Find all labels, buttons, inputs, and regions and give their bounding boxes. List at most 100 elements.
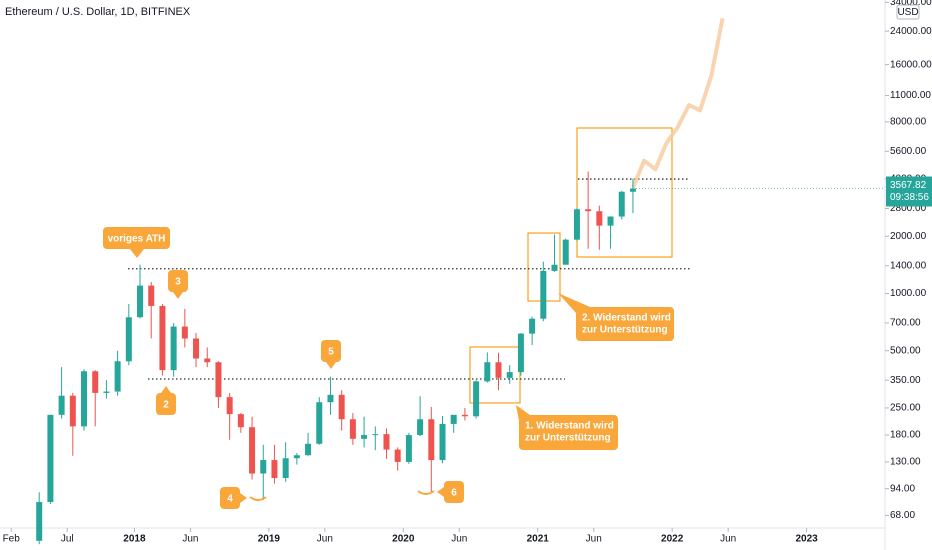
candle-body xyxy=(81,371,88,427)
candle-body xyxy=(495,362,502,378)
price-tag-countdown: 09:38:56 xyxy=(890,192,929,203)
y-tick-label: 500.00 xyxy=(890,345,921,356)
box xyxy=(469,346,521,404)
callout-pointer xyxy=(161,386,171,393)
candle-body xyxy=(573,209,580,240)
x-tick-label: Jun xyxy=(720,534,736,545)
callout-text: 6 xyxy=(451,488,457,499)
candle-body xyxy=(461,414,468,417)
candle-body xyxy=(529,318,536,334)
callout: 2 xyxy=(156,386,176,415)
candle-body xyxy=(148,285,155,306)
y-tick-label: 5600.00 xyxy=(890,146,927,157)
candle-body xyxy=(103,391,110,393)
candle-body xyxy=(562,239,569,265)
candle-body xyxy=(193,338,200,359)
y-tick-label: 700.00 xyxy=(890,318,921,329)
bottom-mark xyxy=(417,490,435,495)
candle-body xyxy=(383,434,390,450)
x-tick-label: 2018 xyxy=(123,534,146,545)
candle-body xyxy=(69,395,76,427)
candle-body xyxy=(405,435,412,462)
candle-body xyxy=(327,394,334,403)
y-tick-label: 1000.00 xyxy=(890,288,927,299)
callout-text: 4 xyxy=(227,494,233,505)
x-tick-label: 2021 xyxy=(527,534,550,545)
candle-body xyxy=(125,317,132,362)
y-tick-label: 24000.00 xyxy=(890,26,932,37)
candle-body xyxy=(114,361,121,392)
callout-pointer xyxy=(130,249,144,258)
x-tick-label: 2023 xyxy=(795,534,818,545)
y-tick-label: 130.00 xyxy=(890,457,921,468)
candle-body xyxy=(170,326,177,371)
candle-body xyxy=(517,333,524,373)
candle-body xyxy=(137,285,144,318)
y-tick-label: 350.00 xyxy=(890,375,921,386)
currency-label: USD xyxy=(897,7,918,18)
x-tick-label: Jun xyxy=(182,534,198,545)
callout-box xyxy=(519,415,618,450)
y-tick-label: 8000.00 xyxy=(890,116,927,127)
callout: 3 xyxy=(168,270,188,299)
candle-body xyxy=(237,414,244,428)
callout-text: voriges ATH xyxy=(108,234,166,245)
candle-body xyxy=(215,362,222,398)
y-tick-label: 94.00 xyxy=(890,483,915,494)
candle-body xyxy=(92,371,99,393)
callout-box xyxy=(576,307,674,341)
candle-body xyxy=(159,305,166,371)
candle-body xyxy=(349,419,356,439)
y-tick-label: 180.00 xyxy=(890,430,921,441)
candle-body xyxy=(585,209,592,212)
x-tick-label: Jun xyxy=(451,534,467,545)
candle-body xyxy=(282,458,289,479)
callout: voriges ATH xyxy=(103,227,170,258)
candle-body xyxy=(226,397,233,415)
x-tick-label: Jun xyxy=(317,534,333,545)
candle-body xyxy=(204,358,211,363)
callout: 4 xyxy=(220,487,247,509)
price-tag xyxy=(886,176,932,207)
currency-box xyxy=(896,4,920,20)
candle-body xyxy=(58,395,65,415)
y-tick-label: 2800.00 xyxy=(890,203,927,214)
candle-body xyxy=(271,460,278,479)
candle-body xyxy=(305,443,312,456)
callout-text: 1. Widerstand wird xyxy=(525,421,614,432)
candle-body xyxy=(417,419,424,436)
callout-pointer xyxy=(240,493,247,503)
candle-body xyxy=(316,402,323,444)
callout-box xyxy=(156,393,176,415)
callout-pointer xyxy=(437,487,444,497)
y-tick-label: 34000.00 xyxy=(890,0,932,8)
candle-body xyxy=(506,372,513,378)
x-tick-label: Feb xyxy=(3,534,21,545)
callout-pointer xyxy=(173,292,183,299)
candle-body xyxy=(540,270,547,319)
callout-text: zur Unterstützung xyxy=(525,433,611,444)
callout-text: 3 xyxy=(175,277,181,288)
candle-body xyxy=(428,419,435,461)
candle-body xyxy=(361,435,368,439)
y-tick-label: 68.00 xyxy=(890,510,915,521)
y-tick-label: 1400.00 xyxy=(890,260,927,271)
callout-box xyxy=(220,487,240,509)
price-tag-value: 3567.82 xyxy=(890,180,927,191)
candle-body xyxy=(47,414,54,503)
y-tick-label: 250.00 xyxy=(890,403,921,414)
candle-body xyxy=(551,264,558,271)
callout-box xyxy=(321,340,341,362)
x-tick-label: 2020 xyxy=(392,534,415,545)
candle-body xyxy=(450,414,457,424)
candle-body xyxy=(293,455,300,459)
candle-body xyxy=(473,381,480,417)
x-tick-label: 2019 xyxy=(258,534,281,545)
candle-body xyxy=(618,191,625,217)
bottom-mark xyxy=(249,496,267,501)
x-tick-label: Jun xyxy=(586,534,602,545)
candle-body xyxy=(260,460,267,474)
